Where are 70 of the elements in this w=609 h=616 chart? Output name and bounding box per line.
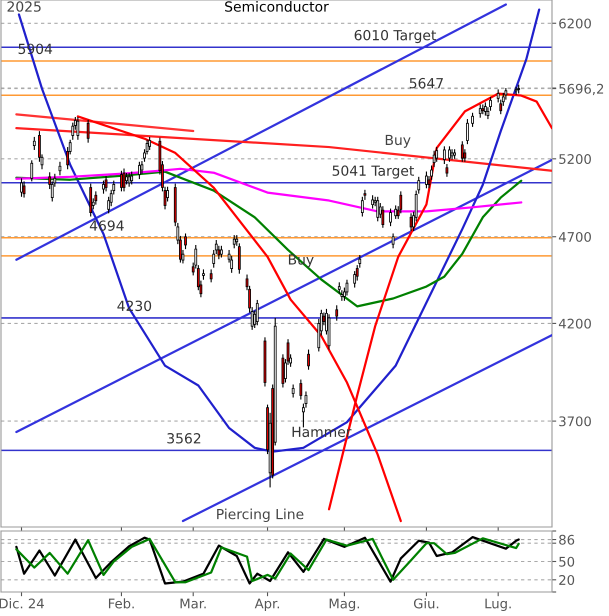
candlestick [22,180,26,198]
candlestick [410,212,412,232]
annotation: Buy [386,134,411,148]
candlestick [76,116,80,140]
candlestick [442,146,446,165]
candlestick [481,104,484,115]
candlestick [466,118,469,145]
candlestick [450,148,454,160]
candlestick [392,232,394,249]
ref-line-label: 5041 Target [332,165,414,179]
candlestick [58,161,62,176]
y-tick-label: 4700 [558,232,591,242]
candlestick [389,208,392,227]
candlestick [148,136,152,151]
candlestick [102,180,105,194]
candlestick [478,104,482,118]
x-tick-label: Feb. [108,598,134,608]
annotation: 2025 [8,1,41,12]
candlestick [122,168,126,192]
candlestick [32,136,36,151]
ref-line-label: 5647 [410,78,443,88]
chart-title: Semiconductor [225,1,329,12]
candlestick [371,194,374,210]
candlestick [138,161,141,180]
candlestick [292,384,295,398]
y-tick-label: 5696,2 [559,84,604,96]
candlestick [232,234,236,249]
candlestick [30,160,34,182]
candlestick [335,304,338,322]
candlestick [381,206,384,228]
candlestick [376,196,380,222]
ref-line-label: 6010 Target [354,30,436,44]
x-tick-label: Mar. [180,598,206,608]
candlestick [210,268,213,283]
candlestick [125,172,128,185]
candlestick [256,299,259,326]
candlestick [448,146,451,162]
ref-line-label: 3562 [167,433,200,444]
y-tick-label: 20 [559,575,574,585]
candlestick [446,163,448,178]
x-tick-label: Giu. [414,598,438,608]
annotation: Piercing Line [217,508,304,522]
y-tick-label: 86 [559,534,574,545]
candlestick [471,112,474,128]
candlestick [453,148,456,160]
candlestick [86,119,90,144]
candlestick [484,102,487,116]
x-tick-label: Dic. 24 [0,598,44,608]
candlestick [307,348,310,370]
y-tick-label: 4200 [558,318,591,329]
y-tick-label: 5200 [559,154,591,164]
candlestick [202,268,205,280]
candlestick [120,170,123,192]
candlestick [20,178,23,198]
candlestick [394,204,398,220]
candlestick [128,172,131,188]
candlestick [94,190,98,206]
x-tick-label: Apr. [254,598,280,612]
y-tick-label: 6200 [559,18,591,28]
x-tick-label: Lug. [485,598,511,612]
candlestick [220,245,223,258]
x-tick-label: Mag. [330,598,360,612]
candlestick [460,140,464,162]
y-tick-label: 3700 [559,416,591,426]
candlestick [130,170,134,185]
candlestick [184,232,187,250]
y-tick-label: 50 [559,556,574,567]
candlestick [104,176,108,192]
candlestick [425,170,428,189]
candlestick [299,378,302,400]
